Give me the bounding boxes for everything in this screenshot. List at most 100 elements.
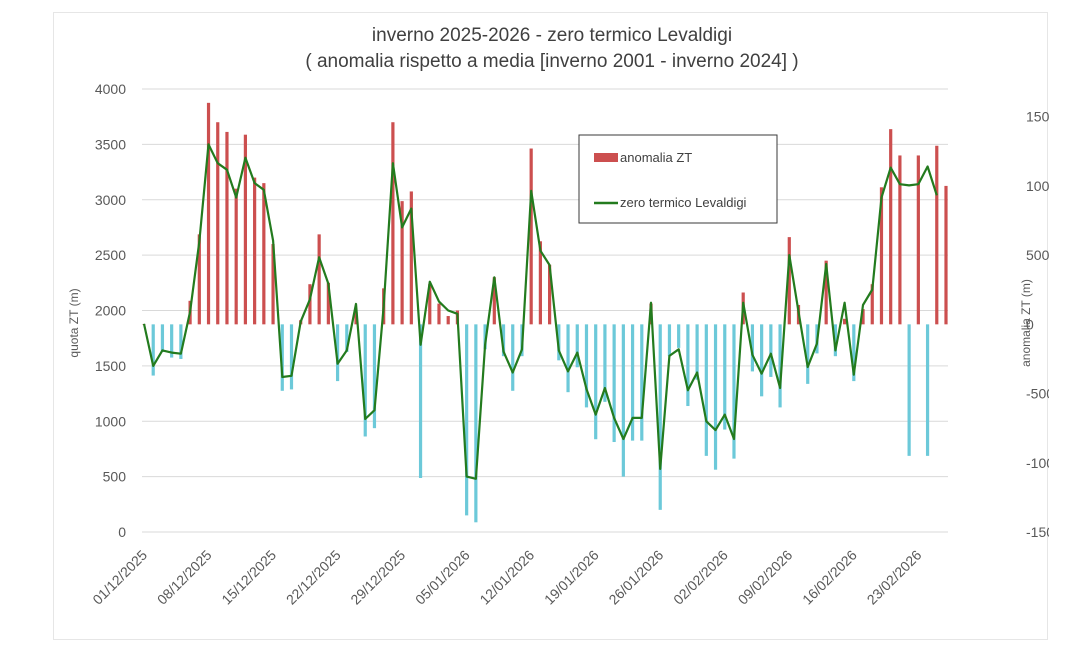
anomaly-bar-62 [713, 324, 718, 470]
chart-title: inverno 2025-2026 - zero termico Levaldi… [372, 25, 732, 46]
chart-svg: inverno 2025-2026 - zero termico Levaldi… [67, 25, 1049, 608]
anomaly-bar-81 [889, 129, 893, 325]
anomaly-bar-10 [234, 188, 238, 325]
anomaly-bar-57 [667, 324, 672, 357]
anomaly-bar-14 [271, 244, 275, 325]
anomaly-bar-35 [465, 324, 469, 516]
anomaly-bar-61 [704, 324, 708, 456]
anomaly-bar-31 [428, 284, 432, 325]
y-right-tick-3: 0 [1026, 316, 1034, 332]
y-right-tick-5: 1000 [1026, 178, 1049, 194]
anomaly-bar-87 [944, 185, 948, 325]
anomaly-bar-66 [750, 324, 755, 372]
anomaly-bar-78 [861, 309, 865, 325]
anomaly-bar-29 [409, 191, 413, 325]
anomaly-bar-36 [474, 324, 478, 523]
y-right-tick-4: 500 [1026, 247, 1049, 263]
anomaly-bar-27 [391, 122, 395, 325]
anomaly-bar-16 [289, 324, 294, 390]
anomaly-bar-11 [243, 134, 248, 325]
anomaly-bar-13 [262, 183, 266, 325]
legend-label-line: zero termico Levaldigi [620, 195, 747, 210]
legend-box [578, 134, 778, 224]
anomaly-bar-48 [584, 324, 589, 408]
anomaly-bar-20 [326, 282, 330, 325]
y-right-tick-2: -500 [1026, 386, 1049, 402]
y-right-tick-0: -1500 [1026, 524, 1049, 540]
anomaly-bar-4 [179, 324, 183, 359]
y-left-tick-2: 1000 [95, 413, 126, 429]
x-tick-0: 01/12/2025 [89, 547, 150, 608]
x-tick-4: 29/12/2025 [347, 547, 408, 608]
y-left-tick-3: 1500 [95, 358, 126, 374]
anomaly-bar-39 [501, 324, 506, 357]
anomaly-bar-32 [437, 303, 441, 325]
legend-label-anomaly: anomalia ZT [620, 150, 692, 165]
anomaly-bar-18 [308, 284, 312, 325]
anomaly-bar-60 [695, 324, 699, 380]
x-tick-11: 16/02/2026 [799, 547, 860, 608]
anomaly-bar-33 [446, 316, 450, 325]
freezing-level-line-layer [142, 143, 938, 480]
anomaly-bar-86 [935, 145, 939, 325]
anomaly-bar-6 [197, 234, 201, 325]
legend-swatch-anomaly [594, 153, 618, 162]
y-left-tick-5: 2500 [95, 247, 126, 263]
y-right-tick-6: 1500 [1026, 109, 1049, 125]
anomaly-bar-12 [253, 177, 257, 325]
anomaly-bar-58 [677, 324, 681, 348]
x-tick-12: 23/02/2026 [864, 547, 925, 608]
anomaly-bar-46 [566, 324, 570, 393]
anomaly-bar-67 [760, 324, 764, 397]
anomaly-bar-50 [603, 324, 607, 402]
anomaly-bar-9 [225, 131, 229, 325]
legend: anomalia ZT zero termico Levaldigi [578, 134, 778, 224]
anomaly-bar-80 [879, 187, 884, 325]
right-axis-ticks: -1500 -1000 -500 0 500 1000 1500 [1026, 109, 1049, 540]
y-left-tick-8: 4000 [95, 81, 126, 97]
anomaly-bar-30 [418, 324, 423, 479]
anomaly-bar-84 [916, 155, 920, 325]
anomaly-bar-2 [160, 324, 165, 353]
x-tick-10: 09/02/2026 [735, 547, 796, 608]
chart-frame: inverno 2025-2026 - zero termico Levaldi… [53, 12, 1049, 640]
x-tick-2: 15/12/2025 [218, 547, 279, 608]
y-left-tick-6: 3000 [95, 192, 126, 208]
anomaly-bar-72 [806, 324, 810, 384]
chart-subtitle: ( anomalia rispetto a media [inverno 200… [305, 51, 798, 72]
y-left-tick-7: 3500 [95, 136, 126, 152]
anomaly-bar-76 [842, 318, 847, 325]
anomaly-bar-54 [640, 324, 644, 441]
anomaly-bars [142, 102, 948, 523]
anomaly-bar-22 [345, 324, 349, 353]
anomaly-bar-1 [151, 324, 155, 376]
anomaly-bar-43 [538, 241, 542, 325]
left-axis-ticks: 0 500 1000 1500 2000 2500 3000 3500 4000 [95, 81, 126, 540]
anomaly-bar-79 [870, 284, 874, 325]
x-tick-8: 26/01/2026 [605, 547, 666, 608]
x-tick-6: 12/01/2026 [476, 547, 537, 608]
anomaly-bar-74 [824, 260, 828, 325]
x-tick-3: 22/12/2025 [283, 547, 344, 608]
x-tick-9: 02/02/2026 [670, 547, 731, 608]
anomaly-bar-51 [612, 324, 616, 443]
anomaly-bar-56 [658, 324, 662, 510]
anomaly-bar-42 [529, 148, 533, 325]
anomaly-bar-70 [787, 237, 791, 325]
anomaly-bar-44 [548, 264, 552, 325]
anomaly-bar-38 [492, 277, 496, 325]
anomaly-bar-85 [925, 324, 930, 456]
y-left-tick-1: 500 [103, 469, 127, 485]
y-left-tick-4: 2000 [95, 303, 126, 319]
x-tick-1: 08/12/2025 [154, 547, 215, 608]
anomaly-bar-8 [216, 122, 220, 325]
anomaly-bar-40 [511, 324, 515, 391]
grid-layer [142, 88, 948, 533]
anomaly-bar-83 [907, 324, 911, 456]
freezing-level-line [142, 143, 938, 480]
anomaly-bar-53 [630, 324, 635, 441]
y-axis-left-label: quota ZT (m) [67, 288, 81, 357]
anomaly-bar-15 [280, 324, 284, 391]
anomaly-bar-77 [852, 324, 856, 382]
anomaly-bar-52 [621, 324, 625, 477]
